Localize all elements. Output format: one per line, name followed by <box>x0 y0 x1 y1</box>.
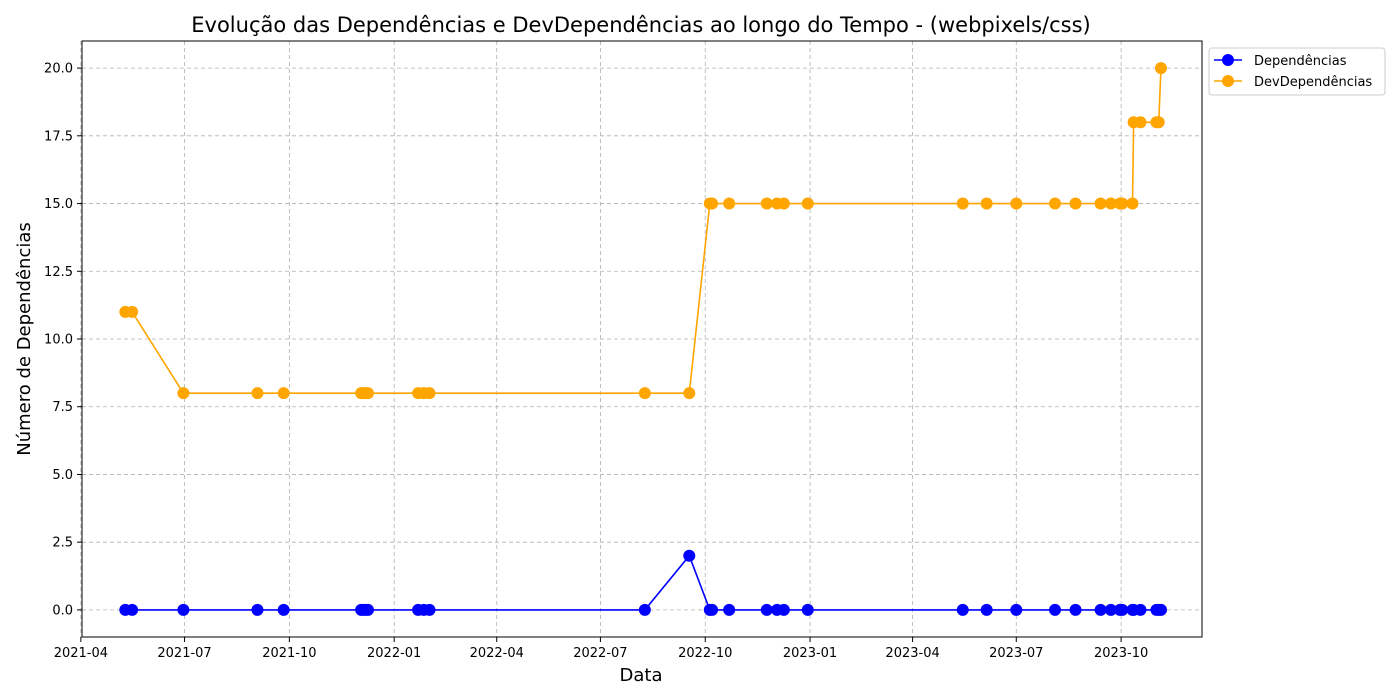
legend-label-dependencias: Dependências <box>1254 54 1347 69</box>
data-point <box>1134 116 1147 129</box>
x-tick-label: 2022-07 <box>573 646 627 661</box>
data-point <box>1104 603 1117 616</box>
data-point <box>1154 603 1167 616</box>
data-point <box>777 197 790 210</box>
data-point <box>1069 603 1082 616</box>
data-point <box>683 549 696 562</box>
data-point <box>760 197 773 210</box>
y-tick-label: 20.0 <box>44 62 73 77</box>
data-point <box>1094 603 1107 616</box>
data-point <box>1104 197 1117 210</box>
x-tick-label: 2023-07 <box>989 646 1043 661</box>
y-tick-label: 17.5 <box>44 129 73 144</box>
data-point <box>177 603 190 616</box>
data-point <box>801 197 814 210</box>
data-point <box>760 603 773 616</box>
data-point <box>1116 197 1129 210</box>
data-point <box>706 603 719 616</box>
x-tick-label: 2023-04 <box>885 646 939 661</box>
series-dependencias <box>119 549 1167 616</box>
data-point <box>723 197 736 210</box>
y-tick-label: 12.5 <box>44 265 73 280</box>
data-point <box>1069 197 1082 210</box>
legend-frame <box>1208 47 1386 96</box>
series-devdependencias <box>119 62 1167 400</box>
data-point <box>1134 603 1147 616</box>
data-point <box>361 603 374 616</box>
y-tick-label: 0.0 <box>52 603 73 618</box>
data-point <box>423 387 436 400</box>
data-point <box>777 603 790 616</box>
chart-title: Evolução das Dependências e DevDependênc… <box>191 13 1091 37</box>
x-tick-label: 2023-10 <box>1094 646 1148 661</box>
data-point <box>980 603 993 616</box>
data-point <box>956 603 969 616</box>
data-point <box>683 387 696 400</box>
y-axis-label: Número de Dependências <box>14 222 35 456</box>
data-point <box>277 603 290 616</box>
y-axis: 0.0 2.5 5.0 7.5 10.0 12.5 15.0 17.5 20.0 <box>44 62 82 618</box>
data-point <box>1010 197 1023 210</box>
series-layer <box>119 62 1167 616</box>
y-tick-label: 7.5 <box>52 400 73 415</box>
data-point <box>251 387 264 400</box>
x-axis-label: Data <box>620 665 663 686</box>
data-point <box>251 603 264 616</box>
x-tick-label: 2023-01 <box>783 646 837 661</box>
data-point <box>1010 603 1023 616</box>
legend-marker-devdependencias <box>1222 75 1234 87</box>
y-tick-label: 10.0 <box>44 333 73 348</box>
x-tick-label: 2021-10 <box>262 646 316 661</box>
data-point <box>1116 603 1129 616</box>
x-tick-label: 2021-07 <box>157 646 211 661</box>
y-tick-label: 5.0 <box>52 468 73 483</box>
data-point <box>126 603 139 616</box>
x-tick-label: 2022-01 <box>367 646 421 661</box>
data-point <box>956 197 969 210</box>
x-tick-label: 2022-10 <box>678 646 732 661</box>
y-tick-label: 2.5 <box>52 536 73 551</box>
legend: Dependências DevDependências <box>1208 47 1386 96</box>
data-point <box>1049 603 1062 616</box>
data-point <box>423 603 436 616</box>
data-point <box>723 603 736 616</box>
data-point <box>1126 197 1139 210</box>
data-point <box>1154 62 1167 75</box>
data-point <box>1094 197 1107 210</box>
data-point <box>980 197 993 210</box>
data-point <box>1049 197 1062 210</box>
y-tick-label: 15.0 <box>44 197 73 212</box>
grid-lines <box>80 41 1202 637</box>
legend-label-devdependencias: DevDependências <box>1254 75 1372 90</box>
data-point <box>638 387 651 400</box>
data-point <box>361 387 374 400</box>
x-tick-label: 2022-04 <box>470 646 524 661</box>
data-point <box>638 603 651 616</box>
x-axis: 2021-04 2021-07 2021-10 2022-01 2022-04 2022-… <box>54 637 1148 661</box>
x-tick-label: 2021-04 <box>54 646 108 661</box>
data-point <box>706 197 719 210</box>
data-point <box>277 387 290 400</box>
legend-marker-dependencias <box>1222 54 1234 66</box>
data-point <box>126 305 139 318</box>
data-point <box>177 387 190 400</box>
data-point <box>801 603 814 616</box>
data-point <box>1152 116 1165 129</box>
